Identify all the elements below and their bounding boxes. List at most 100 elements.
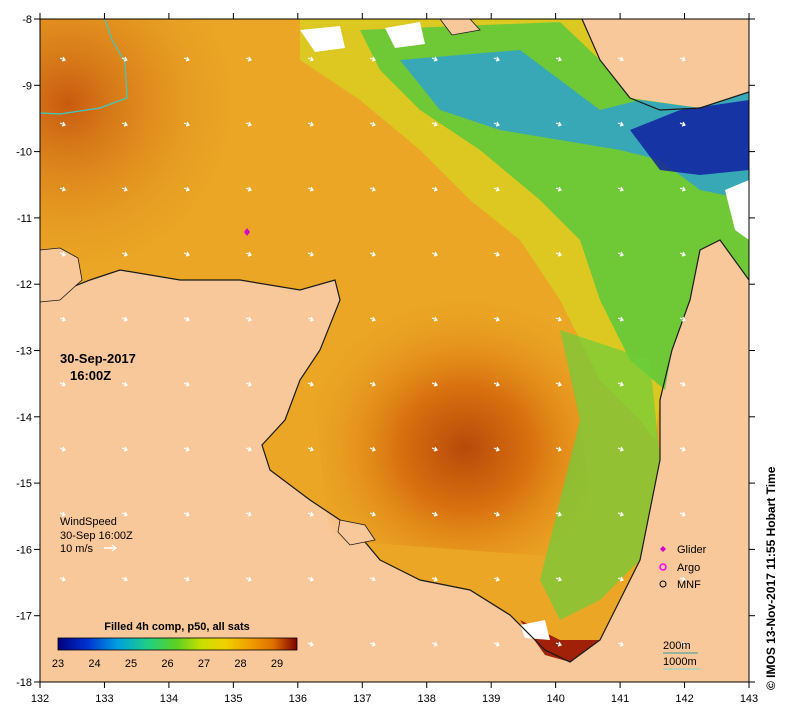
wind-arrow	[493, 511, 500, 517]
wind-scale-arrow	[104, 544, 118, 552]
wind-arrow	[369, 251, 376, 257]
wind-arrow	[307, 186, 314, 192]
wind-arrow	[183, 446, 190, 452]
bathymetry-contour	[40, 19, 128, 115]
lon-tick-label: 132	[31, 693, 49, 705]
longitude-axis: 132 133 134 135 136 137 138 139 140 141 142 143	[31, 13, 758, 705]
wind-arrow	[617, 511, 624, 517]
wind-arrow	[369, 641, 376, 647]
wind-arrow	[307, 121, 314, 127]
wind-arrow	[617, 251, 624, 257]
wind-arrow	[369, 121, 376, 127]
wind-arrow	[369, 511, 376, 517]
wind-arrow	[679, 446, 686, 452]
imos-credit: © IMOS 13-Nov-2017 11:55 Hobart Time	[764, 466, 778, 690]
wind-arrow	[431, 446, 438, 452]
wind-arrow	[369, 186, 376, 192]
lon-tick-label: 142	[675, 693, 693, 705]
wind-arrow	[617, 121, 624, 127]
lon-tick-label: 141	[611, 693, 629, 705]
wind-arrow	[493, 251, 500, 257]
wind-arrow	[369, 576, 376, 582]
lon-tick-label: 137	[353, 693, 371, 705]
wind-arrow	[245, 511, 252, 517]
colorbar	[57, 637, 298, 651]
wind-arrow	[183, 576, 190, 582]
wind-arrow	[307, 641, 314, 647]
wind-arrow	[493, 56, 500, 62]
wind-arrow	[555, 576, 562, 582]
colorbar-label: 23	[52, 658, 64, 670]
wind-arrows	[59, 56, 686, 647]
wind-arrow	[431, 121, 438, 127]
wind-arrow	[121, 251, 128, 257]
wind-arrow	[555, 186, 562, 192]
wind-arrow	[307, 576, 314, 582]
lon-tick-label: 134	[160, 693, 178, 705]
sea-warm-west	[40, 19, 320, 300]
wind-arrow	[431, 316, 438, 322]
wind-arrow	[431, 641, 438, 647]
wind-arrow	[493, 576, 500, 582]
island	[337, 519, 376, 546]
wind-arrow	[679, 121, 686, 127]
glider-icon	[660, 546, 666, 552]
wind-arrow	[121, 446, 128, 452]
lon-tick-label: 136	[289, 693, 307, 705]
lat-tick-label: -17	[16, 611, 32, 623]
wind-arrow	[59, 121, 66, 127]
legend-200m: 200m	[663, 640, 691, 652]
lat-tick-label: -8	[22, 14, 32, 26]
wind-arrow	[183, 121, 190, 127]
nodata-patch	[385, 22, 425, 48]
colorbar-label: 28	[234, 658, 246, 670]
wind-arrow	[121, 576, 128, 582]
wind-arrow	[369, 446, 376, 452]
wind-arrow	[555, 511, 562, 517]
wind-arrow	[431, 251, 438, 257]
nodata-patch	[300, 26, 345, 52]
wind-arrow	[245, 576, 252, 582]
legend-argo: Argo	[677, 562, 700, 574]
legend-1000m: 1000m	[663, 656, 697, 668]
wind-arrow	[493, 641, 500, 647]
wind-arrow	[369, 381, 376, 387]
wind-arrow	[59, 186, 66, 192]
map-time: 16:00Z	[70, 368, 111, 383]
wind-arrow	[183, 511, 190, 517]
wind-arrow	[59, 251, 66, 257]
lon-tick-label: 139	[482, 693, 500, 705]
wind-arrow	[555, 641, 562, 647]
wind-arrow	[307, 56, 314, 62]
wind-arrow	[183, 251, 190, 257]
lon-tick-label: 133	[95, 693, 113, 705]
wind-arrow	[493, 121, 500, 127]
lat-tick-label: -12	[16, 279, 32, 291]
wind-arrow	[431, 511, 438, 517]
lon-tick-label: 138	[418, 693, 436, 705]
coastline	[40, 239, 749, 663]
wind-arrow	[369, 56, 376, 62]
wind-arrow	[617, 186, 624, 192]
wind-arrow	[679, 576, 686, 582]
wind-arrow	[307, 316, 314, 322]
wind-arrow	[431, 186, 438, 192]
colorbar-labels: 23 24 25 26 27 28 29	[52, 658, 283, 670]
wind-arrow	[245, 251, 252, 257]
wind-arrow	[121, 511, 128, 517]
legend-mnf: MNF	[677, 579, 701, 591]
wind-arrow	[245, 121, 252, 127]
lat-tick-label: -11	[17, 213, 32, 225]
wind-legend-title: WindSpeed	[60, 516, 117, 528]
wind-arrow	[679, 381, 686, 387]
wind-arrow	[493, 381, 500, 387]
colorbar-label: 24	[88, 658, 100, 670]
glider-marker	[244, 228, 250, 236]
sea-green-southeast	[540, 330, 660, 620]
latitude-axis: -8 -9 -10 -11 -12 -13 -14 -15 -16 -17 -18	[16, 14, 755, 689]
lat-tick-label: -10	[16, 147, 32, 159]
wind-arrow	[679, 511, 686, 517]
wind-arrow	[617, 446, 624, 452]
argo-icon	[659, 563, 667, 571]
